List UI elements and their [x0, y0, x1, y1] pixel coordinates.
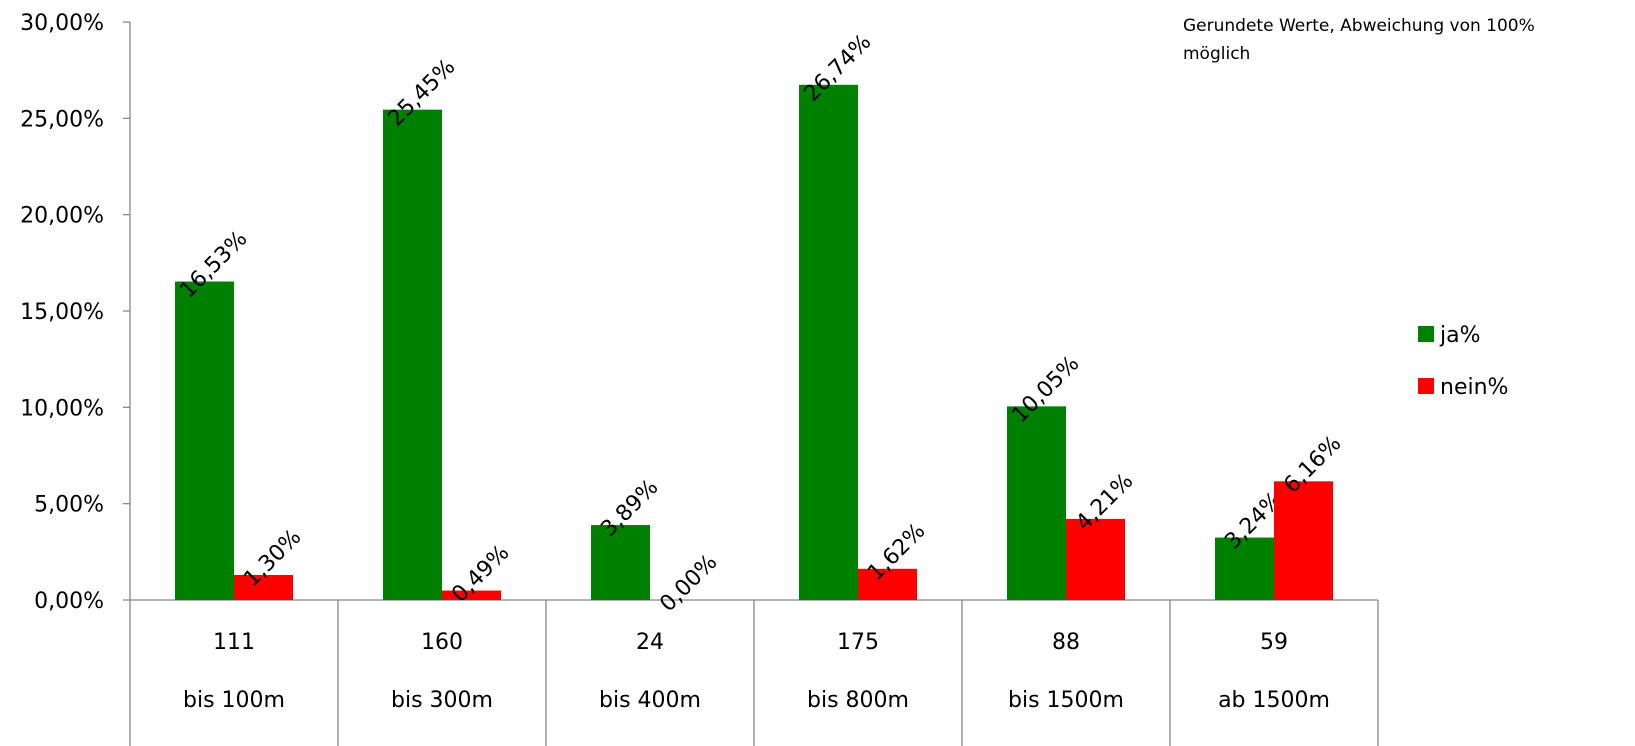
category-count: 88	[1052, 630, 1080, 655]
x-tick-label: bis 100m	[183, 688, 285, 713]
bar-nein-0	[234, 574, 293, 600]
bar-ja-0	[175, 281, 234, 600]
y-tick-label: 5,00%	[34, 493, 104, 518]
data-label: 0,00%	[655, 550, 722, 617]
bar-ja-5	[1215, 537, 1274, 600]
bar-ja-2	[591, 525, 650, 600]
x-tick-label: ab 1500m	[1218, 688, 1330, 713]
x-tick-label: bis 400m	[599, 688, 701, 713]
legend-swatch	[1418, 326, 1434, 342]
y-tick-label: 10,00%	[20, 396, 104, 421]
y-tick-label: 15,00%	[20, 300, 104, 325]
chart-note: Gerundete Werte, Abweichung von 100% mög…	[1183, 16, 1535, 64]
legend-swatch	[1418, 378, 1434, 394]
y-tick-label: 0,00%	[34, 589, 104, 614]
bar-nein-5	[1274, 481, 1333, 600]
bar-ja-4	[1007, 406, 1066, 600]
category-count: 175	[837, 630, 879, 655]
bar-ja-3	[799, 84, 858, 601]
category-count: 111	[213, 630, 255, 655]
legend-label: ja%	[1439, 323, 1481, 348]
x-tick-label: bis 800m	[807, 688, 909, 713]
y-tick-label: 30,00%	[20, 11, 104, 36]
bar-nein-4	[1066, 518, 1125, 600]
bar-nein-3	[858, 568, 917, 600]
bar-ja-1	[383, 109, 442, 600]
category-count: 24	[636, 630, 664, 655]
category-count: 59	[1260, 630, 1288, 655]
bar-nein-1	[442, 590, 501, 600]
x-tick-label: bis 300m	[391, 688, 493, 713]
y-tick-label: 20,00%	[20, 204, 104, 229]
y-tick-label: 25,00%	[20, 107, 104, 132]
category-count: 160	[421, 630, 463, 655]
legend-label: nein%	[1440, 375, 1508, 400]
x-tick-label: bis 1500m	[1008, 688, 1124, 713]
